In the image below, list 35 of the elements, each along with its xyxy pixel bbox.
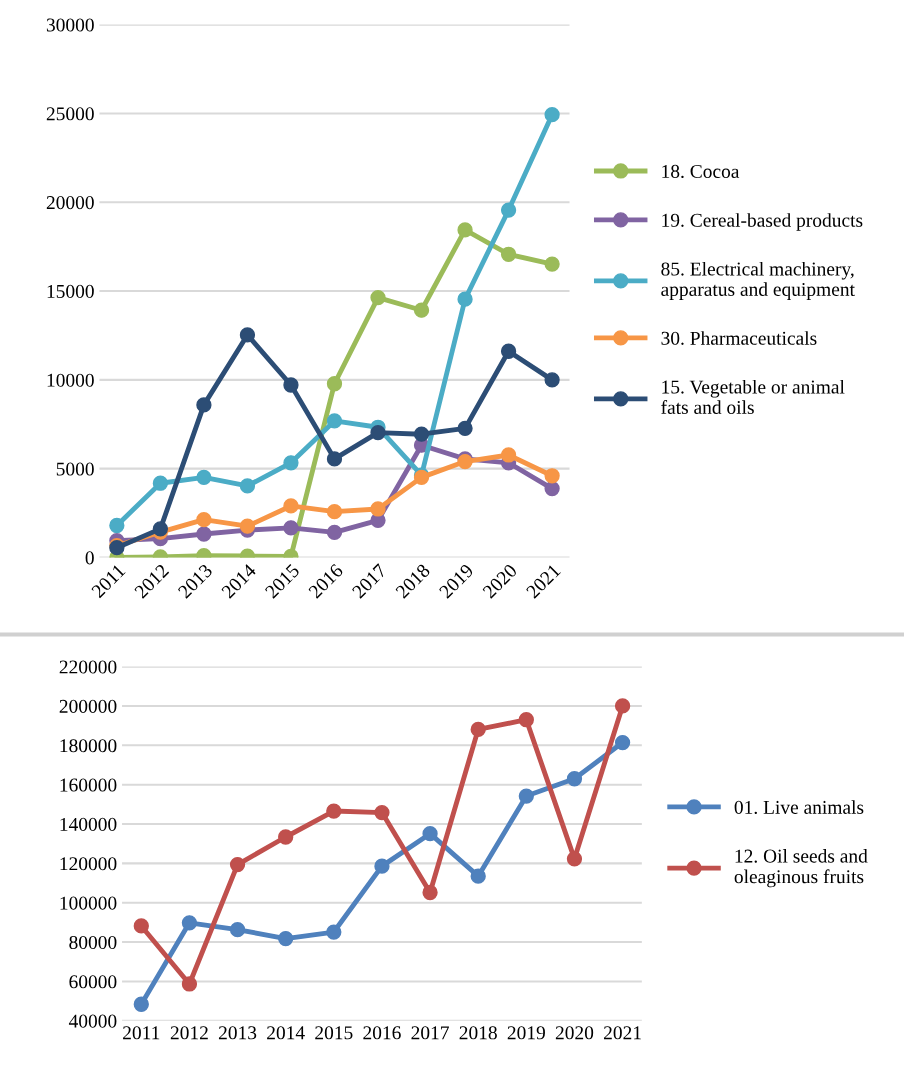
- y-tick-label: 40000: [68, 1014, 117, 1028]
- legend-label: 85. Electrical machinery, apparatus and equipment: [661, 261, 855, 300]
- y-tick-label: 120000: [60, 857, 117, 871]
- legend-label: 12. Oil seeds and oleaginous fruits: [734, 849, 868, 888]
- y-tick-label: 15000: [47, 284, 94, 298]
- legend-label: 01. Live animals: [734, 800, 864, 815]
- x-tick-label: 2011: [123, 1026, 160, 1040]
- y-tick-label: 10000: [47, 373, 94, 387]
- y-tick-label: 100000: [60, 896, 117, 910]
- x-tick-label: 2019: [507, 1026, 545, 1040]
- y-tick-label: 160000: [60, 778, 117, 792]
- x-tick-label: 2018: [459, 1026, 497, 1040]
- x-tick-label: 2013: [218, 1026, 257, 1040]
- legend-label: 19. Cereal-based products: [662, 213, 863, 231]
- y-tick-label: 5000: [56, 462, 94, 476]
- legend-label: 18. Cocoa: [662, 164, 740, 179]
- x-tick-label: 2017: [411, 1026, 449, 1040]
- y-tick-label: 200000: [59, 699, 117, 713]
- x-tick-label: 2015: [315, 1026, 353, 1040]
- y-tick-label: 0: [85, 551, 94, 565]
- y-tick-label: 140000: [60, 817, 117, 831]
- y-tick-label: 80000: [69, 935, 117, 950]
- x-tick-label: 2014: [267, 1026, 305, 1040]
- x-tick-label: 2021: [604, 1026, 641, 1040]
- x-tick-label: 2012: [170, 1026, 208, 1040]
- x-tick-label: 2016: [363, 1026, 401, 1040]
- y-tick-label: 30000: [46, 18, 94, 32]
- y-tick-label: 20000: [46, 196, 94, 210]
- y-tick-label: 60000: [69, 975, 117, 989]
- legend-label: 30. Pharmaceuticals: [661, 331, 817, 345]
- legend-label: 15. Vegetable or animal fats and oils: [661, 379, 845, 414]
- x-tick-label: 2020: [555, 1026, 594, 1040]
- y-tick-label: 220000: [59, 660, 117, 674]
- y-tick-label: 180000: [60, 739, 117, 753]
- y-tick-label: 25000: [46, 107, 94, 121]
